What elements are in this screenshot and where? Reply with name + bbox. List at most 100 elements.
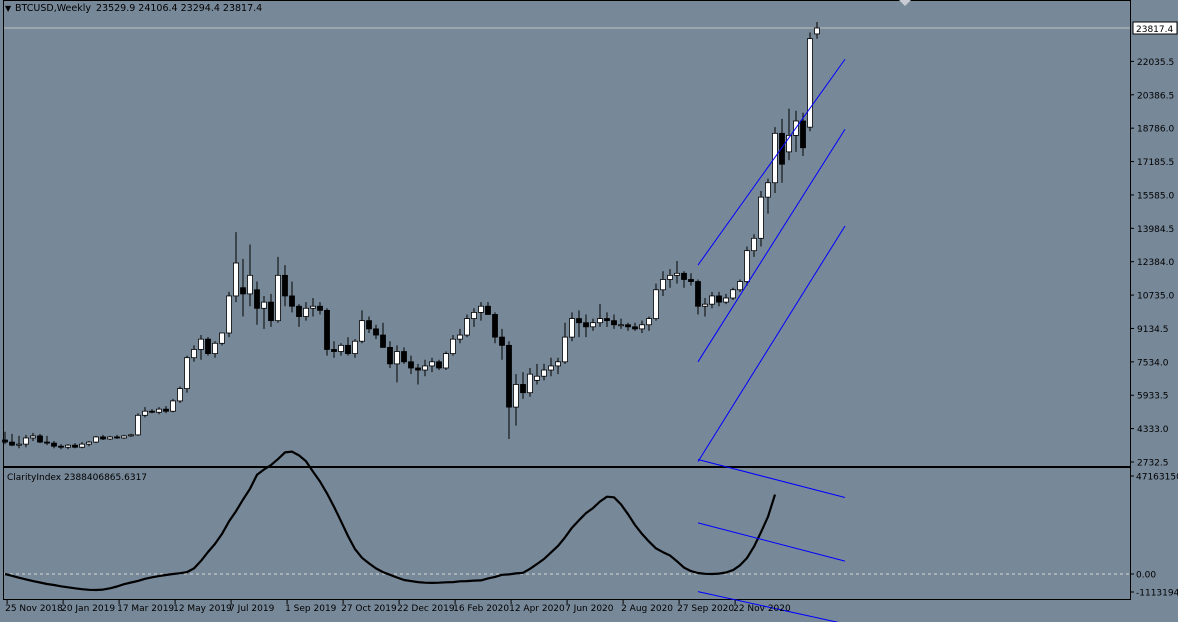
candle-body <box>261 301 267 309</box>
candle-body <box>758 196 764 239</box>
candle-body <box>625 324 631 328</box>
indicator-channel-line <box>697 591 839 622</box>
candle-body <box>121 435 127 439</box>
candle-body <box>450 338 456 354</box>
chart-shift-marker-icon[interactable] <box>899 0 911 6</box>
candle-body <box>366 320 372 330</box>
candle-body <box>471 312 477 319</box>
time-tick-label: 2 Aug 2020 <box>621 604 673 614</box>
candle-body <box>800 120 806 149</box>
candle-body <box>268 301 274 322</box>
candle-body <box>331 349 337 352</box>
candle-body <box>135 414 141 436</box>
indicator-line <box>4 450 777 592</box>
candle-body <box>107 436 113 440</box>
price-tick-label: 4333.0 <box>1137 425 1169 435</box>
candle-body <box>499 336 505 346</box>
candle-body <box>51 442 57 447</box>
candle-body <box>177 388 183 402</box>
time-tick-label: 22 Nov 2020 <box>733 604 791 614</box>
price-tick-label: 22035.5 <box>1137 58 1174 68</box>
candle-body <box>128 434 134 437</box>
candle-body <box>527 373 533 394</box>
candle-body <box>492 314 498 338</box>
price-tick-label: 20386.5 <box>1137 91 1174 101</box>
candle-body <box>79 443 85 448</box>
candle-body <box>359 320 365 342</box>
price-tick-label: 2732.5 <box>1137 459 1169 469</box>
time-tick-label: 12 May 2019 <box>173 604 232 614</box>
candle-body <box>569 318 575 338</box>
candle-body <box>457 334 463 340</box>
time-tick-label: 16 Feb 2020 <box>453 604 509 614</box>
menu-triangle-icon[interactable]: ▼ <box>5 4 12 13</box>
price-tick-label: 17185.5 <box>1137 158 1174 168</box>
candle-body <box>296 305 302 317</box>
time-tick-label: 7 Jun 2020 <box>565 604 614 614</box>
candle-body <box>744 250 750 282</box>
candle-body <box>9 441 15 446</box>
price-tick-label: 7534.0 <box>1137 358 1169 368</box>
candle-body <box>44 441 50 444</box>
candle-body <box>807 38 813 128</box>
price-tick-label: 18786.0 <box>1137 125 1174 135</box>
candle-body <box>478 305 484 313</box>
candle-body <box>730 289 736 299</box>
indicator-channel-line <box>697 522 846 562</box>
candle-body <box>37 435 43 443</box>
candle-body <box>443 353 449 369</box>
current-price-box <box>1132 21 1178 35</box>
candle-body <box>23 437 29 445</box>
candle-body <box>345 344 351 354</box>
candle-body <box>674 272 680 276</box>
candle-body <box>233 262 239 297</box>
indicator-axis: 47163150 0.00 -1113194 <box>1130 473 1178 599</box>
time-tick-label: 25 Nov 2018 <box>5 604 63 614</box>
candle-body <box>282 274 288 297</box>
symbol-label: BTCUSD,Weekly <box>15 3 91 14</box>
candle-body <box>198 338 204 350</box>
candle-body <box>317 305 323 311</box>
candle-body <box>723 297 729 303</box>
candle-body <box>436 361 442 369</box>
candle-body <box>16 443 22 446</box>
candle-body <box>464 318 470 336</box>
candle-body <box>688 279 694 282</box>
candle-body <box>142 410 148 416</box>
candle-body <box>114 436 120 439</box>
time-tick-label: 17 Mar 2019 <box>117 604 174 614</box>
candle-body <box>65 444 71 448</box>
candle-body <box>401 351 407 363</box>
price-tick-label: 15585.0 <box>1137 191 1174 201</box>
price-tick-label: 9134.5 <box>1137 325 1169 335</box>
candle-body <box>2 439 8 443</box>
candle-body <box>387 347 393 365</box>
candle-body <box>415 367 421 371</box>
candle-body <box>408 361 414 369</box>
candle-body <box>562 336 568 363</box>
price-axis: 22035.5 20386.5 18786.0 17185.5 15585.0 13984… <box>1130 58 1174 469</box>
candle-body <box>646 318 652 326</box>
candle-body <box>72 444 78 448</box>
price-tick-label: 12384.0 <box>1137 258 1174 268</box>
ohlc-label: 23529.9 24106.4 23294.4 23817.4 <box>96 3 262 14</box>
candle-body <box>695 281 701 307</box>
candle-body <box>380 334 386 348</box>
candle-body <box>58 445 64 448</box>
channel-line <box>697 225 846 462</box>
candle-body <box>737 281 743 291</box>
candle-body <box>583 322 589 328</box>
candle-body <box>100 436 106 440</box>
current-price-label: 23817.4 <box>1136 25 1173 35</box>
candle-body <box>751 237 757 252</box>
time-tick-label: 22 Dec 2019 <box>397 604 455 614</box>
time-tick-label: 12 Apr 2020 <box>509 604 565 614</box>
candle-body <box>240 287 246 295</box>
price-tick-label: 5933.5 <box>1137 392 1169 402</box>
candle-body <box>93 436 99 443</box>
channel-line <box>697 58 846 266</box>
channel-line <box>697 128 846 363</box>
candle-body <box>709 295 715 305</box>
candle-body <box>548 365 554 371</box>
